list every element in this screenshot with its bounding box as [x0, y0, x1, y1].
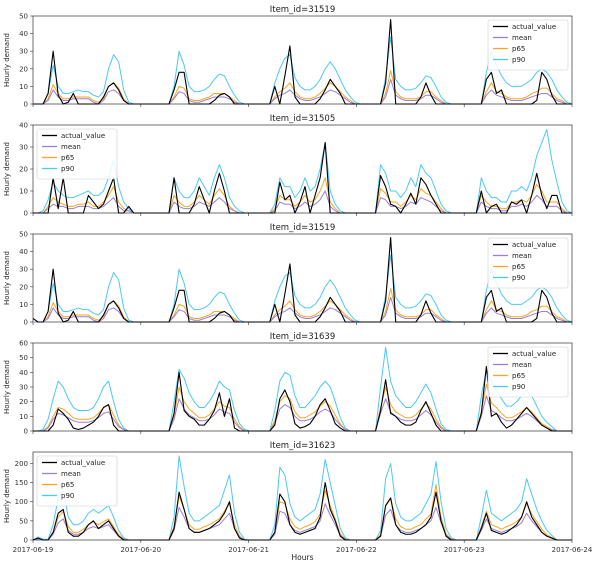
legend-label: p90	[512, 383, 525, 391]
chart-panel-4: Item_id=31639 Hourly demand 0 10 20 30 40 50 60 a…	[3, 332, 573, 436]
y-tick-label: 10	[19, 188, 28, 196]
y-tick-label: 10	[19, 301, 28, 309]
y-tick-label: 10	[19, 413, 28, 421]
x-tick-label: 2017-06-24	[552, 546, 593, 554]
chart-panel-5: Item_id=31623 Hourly demand 0 50 100 150 200 ac…	[3, 441, 593, 561]
panel-title: Item_id=31623	[270, 441, 336, 451]
legend-label: mean	[512, 361, 532, 369]
series-line-actual-value	[33, 18, 572, 105]
legend-label: p90	[61, 492, 74, 500]
y-tick-label: 0	[24, 210, 28, 218]
legend-label: p65	[61, 154, 74, 162]
y-tick-label: 0	[24, 428, 28, 436]
y-tick-label: 150	[15, 479, 28, 487]
y-axis-label: Hourly demand	[3, 33, 11, 87]
chart-panel-1: Item_id=31519 Hourly demand 0 10 20 30 40 50 act…	[3, 5, 573, 109]
panel-title: Item_id=31639	[270, 332, 336, 342]
series-line-p65	[33, 70, 572, 105]
legend-label: p90	[512, 56, 525, 64]
legend-label: mean	[61, 470, 81, 478]
y-tick-label: 60	[19, 340, 28, 348]
y-tick-label: 20	[19, 398, 28, 406]
y-tick-label: 40	[19, 248, 28, 256]
legend-label: actual_value	[512, 23, 556, 31]
x-tick-label: 2017-06-22	[336, 546, 377, 554]
x-axis-label: Hours	[292, 553, 314, 561]
y-tick-label: 30	[19, 266, 28, 274]
legend-label: actual_value	[512, 241, 556, 249]
legend-label: mean	[512, 252, 532, 260]
legend-label: p90	[61, 165, 74, 173]
series-line-p90	[33, 346, 572, 432]
legend-label: p65	[512, 263, 525, 271]
legend-label: p90	[512, 274, 525, 282]
y-tick-label: 0	[24, 101, 28, 109]
series-line-actual-value	[32, 482, 572, 541]
chart-panel-2: Item_id=31505 Hourly demand 0 10 20 30 40 actua…	[3, 114, 573, 218]
legend-box	[36, 455, 118, 507]
y-axis-label: Hourly demand	[3, 469, 11, 523]
y-tick-label: 30	[19, 48, 28, 56]
legend-label: actual_value	[512, 350, 556, 358]
chart-panel-3: Item_id=31519 Hourly demand 0 10 20 30 40 50 act…	[3, 223, 573, 327]
y-tick-label: 50	[19, 354, 28, 362]
y-tick-label: 30	[19, 144, 28, 152]
legend-box	[36, 128, 118, 180]
legend-box	[487, 237, 569, 289]
y-tick-label: 20	[19, 166, 28, 174]
y-tick-label: 50	[19, 517, 28, 525]
legend-label: mean	[512, 34, 532, 42]
y-tick-label: 100	[15, 498, 28, 506]
legend-box	[487, 346, 569, 398]
series-line-actual-value	[33, 365, 572, 432]
x-tick-label: 2017-06-21	[228, 546, 269, 554]
y-tick-label: 30	[19, 384, 28, 392]
legend-label: actual_value	[61, 459, 105, 467]
x-tick-label: 2017-06-23	[444, 546, 485, 554]
legend-label: actual_value	[61, 132, 105, 140]
legend-label: p65	[61, 481, 74, 489]
y-tick-label: 50	[19, 13, 28, 21]
y-tick-label: 40	[19, 369, 28, 377]
plot-frame	[32, 451, 573, 541]
y-tick-label: 20	[19, 283, 28, 291]
x-tick-label: 2017-06-20	[120, 546, 161, 554]
y-tick-label: 0	[24, 319, 28, 327]
series-line-actual-value	[33, 142, 572, 214]
y-tick-label: 50	[19, 231, 28, 239]
panel-title: Item_id=31519	[270, 223, 336, 233]
series-line-p90	[32, 455, 572, 541]
panel-title: Item_id=31505	[270, 114, 336, 124]
legend-label: mean	[61, 143, 81, 151]
y-tick-label: 40	[19, 30, 28, 38]
series-line-mean	[33, 395, 572, 432]
series-line-p90	[33, 128, 573, 214]
series-line-mean	[33, 190, 572, 214]
y-tick-label: 200	[15, 460, 28, 468]
y-axis-label: Hourly demand	[3, 360, 11, 414]
series-line-actual-value	[32, 236, 572, 323]
y-axis-label: Hourly demand	[3, 251, 11, 305]
y-tick-label: 20	[19, 65, 28, 73]
panel-title: Item_id=31519	[270, 5, 336, 15]
legend-label: p65	[512, 372, 525, 380]
y-tick-label: 0	[24, 537, 28, 545]
legend-box	[487, 19, 569, 71]
series-line-p65	[33, 288, 572, 323]
y-tick-label: 40	[19, 122, 28, 130]
y-axis-label: Hourly demand	[3, 142, 11, 196]
y-tick-label: 10	[19, 83, 28, 91]
series-line-mean	[32, 503, 572, 541]
legend-label: p65	[512, 45, 525, 53]
x-tick-label: 2017-06-19	[13, 546, 54, 554]
